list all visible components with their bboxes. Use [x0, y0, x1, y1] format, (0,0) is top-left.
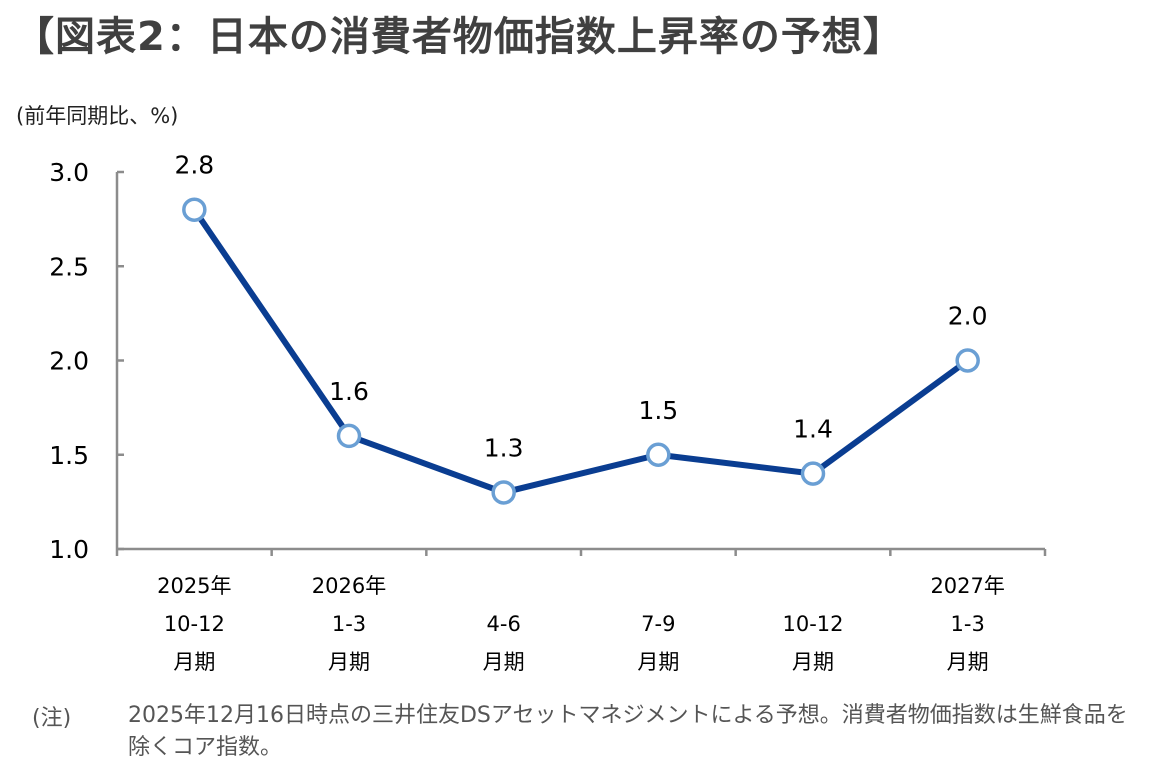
data-label: 1.5 — [638, 396, 678, 425]
data-point — [336, 423, 362, 449]
x-tick-label: 月期 — [792, 650, 834, 674]
x-tick-label: 10-12 — [782, 612, 843, 636]
x-tick-label: 月期 — [637, 650, 679, 674]
x-tick-label: 月期 — [173, 650, 215, 674]
note-label: (注) — [32, 706, 72, 731]
data-point — [182, 197, 207, 222]
data-label: 1.3 — [484, 433, 524, 462]
data-point — [491, 480, 516, 505]
x-tick-label: 2025年 — [157, 574, 231, 598]
x-tick-label: 1-3 — [332, 612, 366, 636]
x-tick-label: 1-3 — [951, 612, 985, 636]
data-label: 1.6 — [329, 377, 369, 406]
data-label: 2.8 — [174, 151, 214, 180]
note-text: 2025年12月16日時点の三井住友DSアセットマネジメントによる予想。消費者物… — [128, 703, 1128, 760]
series-line — [191, 208, 970, 496]
x-tick-label: 4-6 — [487, 612, 521, 636]
y-tick-label: 2.0 — [49, 347, 89, 376]
data-point — [800, 461, 826, 486]
x-tick-label: 月期 — [947, 650, 989, 674]
x-tick-label: 2027年 — [930, 574, 1004, 598]
x-tick-label: 月期 — [328, 650, 370, 674]
y-tick-label: 2.5 — [49, 252, 89, 281]
x-tick-label: 7-9 — [641, 612, 675, 636]
data-point — [646, 442, 671, 467]
line-chart: 1.0 1.5 2.0 2.5 3.0 2025年 10-12 月期 2026年 1-3 月期 4-6… — [49, 151, 1047, 674]
x-tick-label: 月期 — [483, 650, 525, 674]
x-tick-label: 2026年 — [312, 574, 386, 598]
y-axis-unit-label: (前年同期比、%) — [16, 104, 179, 128]
data-point — [955, 348, 980, 373]
y-tick-label: 1.5 — [49, 441, 89, 470]
x-tick-label: 10-12 — [164, 612, 225, 636]
y-tick-label: 3.0 — [49, 158, 89, 187]
data-label: 1.4 — [793, 415, 833, 444]
data-label: 2.0 — [948, 302, 988, 331]
chart-title: 【図表2：日本の消費者物価指数上昇率の予想】 — [14, 14, 904, 60]
y-tick-label: 1.0 — [49, 535, 89, 564]
